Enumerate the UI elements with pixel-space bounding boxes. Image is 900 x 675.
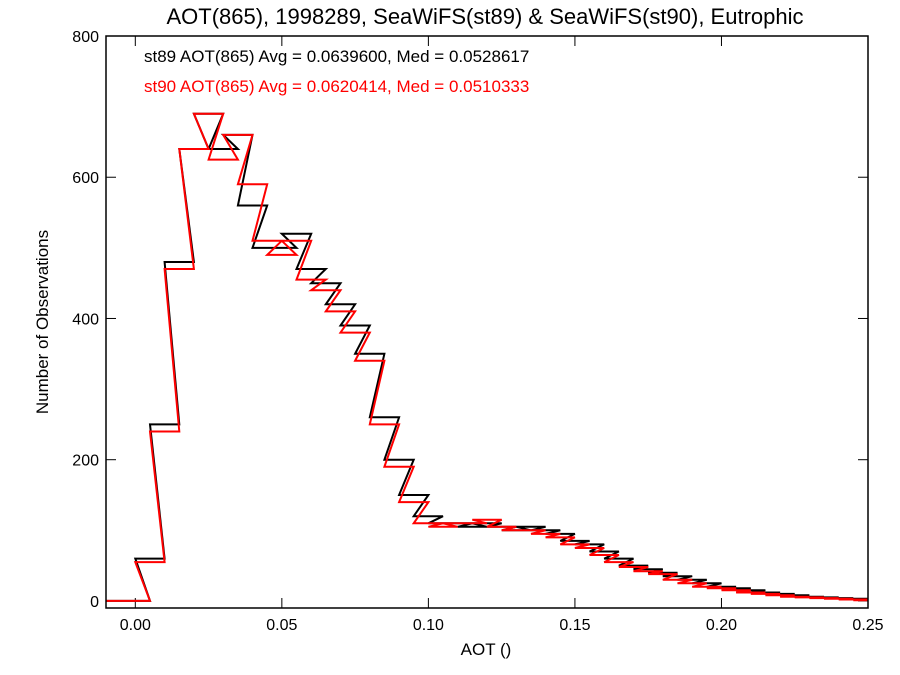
chart-title: AOT(865), 1998289, SeaWiFS(st89) & SeaWi… bbox=[166, 4, 803, 29]
st89-histogram-line bbox=[106, 112, 869, 602]
series-layer bbox=[106, 112, 869, 602]
y-axis: 0 200 400 600 800 bbox=[72, 29, 868, 611]
x-tick-label: 0.15 bbox=[559, 617, 590, 634]
y-tick-label: 400 bbox=[72, 311, 99, 328]
x-tick-label: 0.00 bbox=[120, 617, 151, 634]
plot-frame bbox=[105, 35, 869, 609]
x-axis: 0.00 0.05 0.10 0.15 0.20 0.25 bbox=[120, 36, 884, 634]
st90-histogram-line bbox=[106, 112, 869, 602]
x-tick-label: 0.25 bbox=[852, 617, 883, 634]
x-axis-label: AOT () bbox=[461, 640, 512, 659]
y-tick-label: 800 bbox=[72, 29, 99, 46]
st90-annotation: st90 AOT(865) Avg = 0.0620414, Med = 0.0… bbox=[144, 77, 529, 96]
x-tick-label: 0.10 bbox=[413, 617, 444, 634]
y-tick-label: 600 bbox=[72, 170, 99, 187]
x-tick-label: 0.05 bbox=[266, 617, 297, 634]
x-tick-label: 0.20 bbox=[706, 617, 737, 634]
st89-annotation: st89 AOT(865) Avg = 0.0639600, Med = 0.0… bbox=[144, 47, 529, 66]
y-axis-label: Number of Observations bbox=[33, 230, 52, 414]
y-tick-label: 0 bbox=[90, 594, 99, 611]
y-tick-label: 200 bbox=[72, 453, 99, 470]
